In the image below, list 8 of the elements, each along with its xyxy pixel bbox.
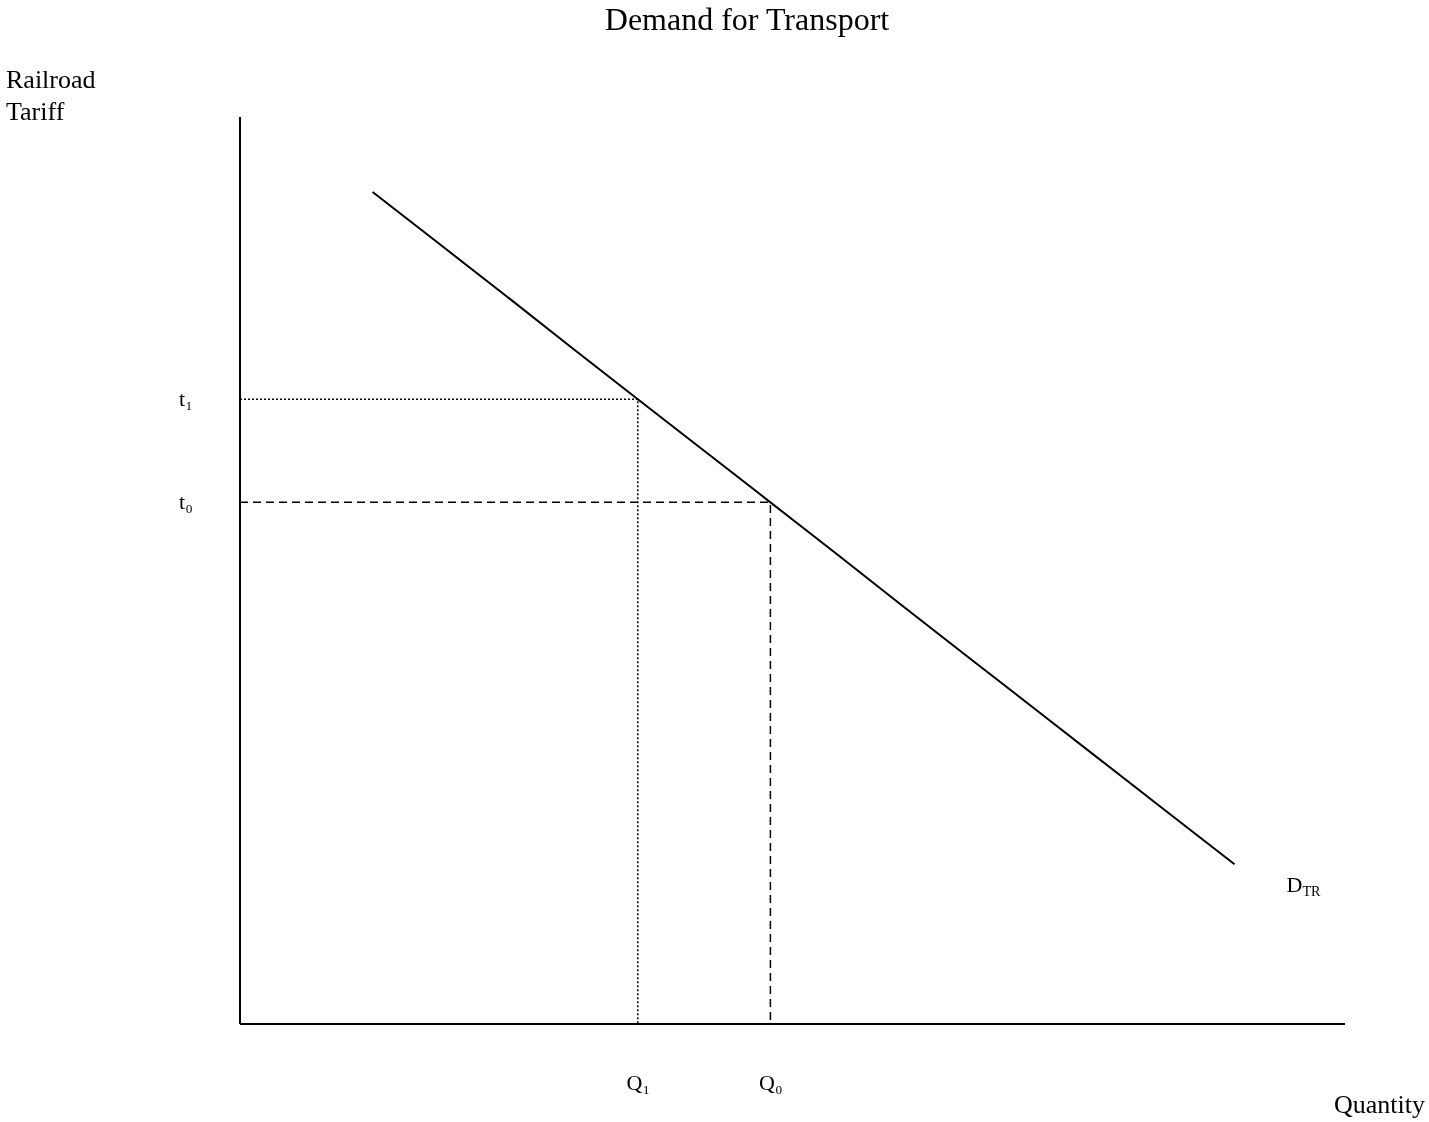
- x-tick-label: Q₀: [759, 1069, 783, 1095]
- chart-title: Demand for Transport: [604, 1, 890, 37]
- text: D$_{TR}$: [1286, 872, 1322, 899]
- x-axis-title: Quantity: [1334, 1090, 1425, 1119]
- text: t₀: [179, 489, 193, 515]
- text: Railroad Tariff: [6, 65, 96, 126]
- text: t₁: [179, 386, 193, 412]
- x-tick-label: Q₁: [626, 1069, 651, 1095]
